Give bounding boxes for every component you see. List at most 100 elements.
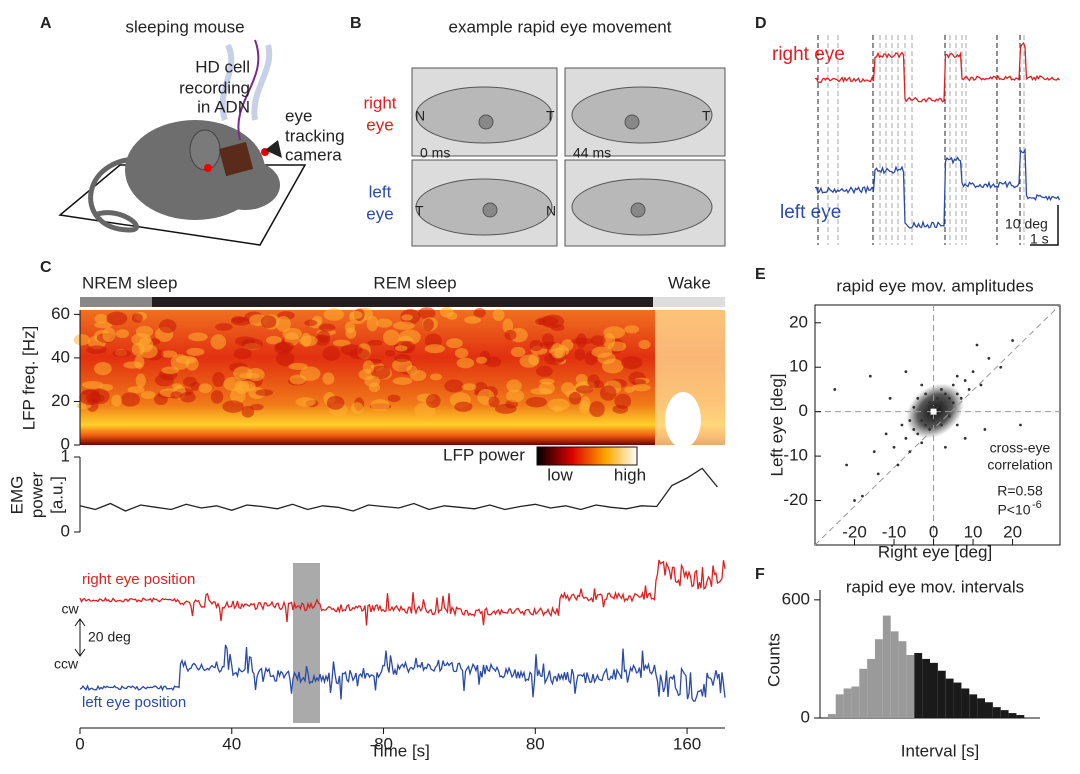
texture [554,347,566,359]
texture [123,361,143,369]
eye-label: eye [366,204,393,223]
texture [332,339,351,347]
texture [597,352,616,364]
marker: T [702,108,711,124]
y-tick-label: 60 [51,304,70,323]
point [920,383,924,387]
texture [340,344,363,356]
annotation: HD cell [195,57,250,76]
texture [298,335,318,347]
event-lines [814,35,1061,245]
point [920,419,924,422]
texture [446,338,463,349]
mouse-illustration [58,39,307,246]
panel-title: sleeping mouse [125,17,244,36]
annotation: cross-eye [990,440,1051,456]
texture [578,400,590,414]
texture [362,360,375,374]
trace [814,147,1061,229]
point [940,388,943,391]
point [963,436,967,440]
colorbar-title: LFP power [443,445,525,464]
eye-label: eye [366,115,393,134]
texture [140,390,156,400]
point [983,428,987,431]
trace [814,41,1060,103]
point [940,423,943,427]
texture [456,357,475,369]
x-tick-label: 20 [1003,522,1022,541]
bar [843,688,852,718]
texture [120,392,140,407]
texture [180,391,196,403]
bar [937,670,946,718]
bar [867,658,875,718]
texture [614,393,632,409]
bar [898,641,907,718]
texture [454,401,473,412]
texture [444,379,464,393]
texture [370,365,391,380]
highlight [293,563,320,723]
texture [135,373,146,388]
scale-label: 1 s [1030,231,1049,247]
point [975,343,979,347]
texture [350,402,364,414]
texture [574,348,586,361]
panel-label: F [755,566,765,583]
marker: T [415,203,424,219]
texture [492,308,505,322]
y-tick-label: 40 [51,347,70,366]
scale-label: 10 deg [1005,216,1048,232]
texture [322,372,335,385]
point [920,441,924,445]
x-tick-label: 0 [75,734,84,753]
texture [115,329,130,339]
y-tick-label: 0 [61,521,70,540]
texture [561,339,574,351]
trace [79,644,726,702]
axis-label: EMG [7,476,26,515]
y-tick-label: 0 [61,434,70,453]
texture [295,397,316,407]
texture [424,344,445,354]
texture [233,347,252,360]
texture [525,397,548,408]
axis-label: Left eye [deg] [767,373,786,476]
texture [387,394,401,403]
bar [977,698,985,718]
texture [502,318,514,334]
axis-label: Right eye [deg] [878,542,992,561]
texture [561,382,575,395]
panel-label: D [755,15,767,32]
texture [506,379,522,393]
point [987,356,991,360]
annotation: camera [285,145,342,164]
point [944,392,947,396]
center-marker [930,408,937,415]
point [955,423,959,427]
texture [175,355,197,365]
texture [367,339,383,346]
texture [571,337,593,345]
x-tick-label: -10 [882,522,907,541]
y-tick-label: 1 [61,446,70,465]
texture [476,356,488,364]
texture [417,307,436,320]
texture [233,366,253,381]
texture [170,391,182,399]
point [924,410,928,414]
point [892,445,896,449]
point [944,445,947,449]
texture [288,362,308,370]
point [936,414,939,418]
trace-label: left eye [780,202,841,223]
texture [276,351,295,367]
texture [212,371,225,388]
marker: N [415,108,425,124]
texture [529,340,543,352]
texture [274,342,293,355]
texture [590,335,606,346]
chart-title: rapid eye mov. amplitudes [836,276,1033,295]
bar [930,662,938,718]
